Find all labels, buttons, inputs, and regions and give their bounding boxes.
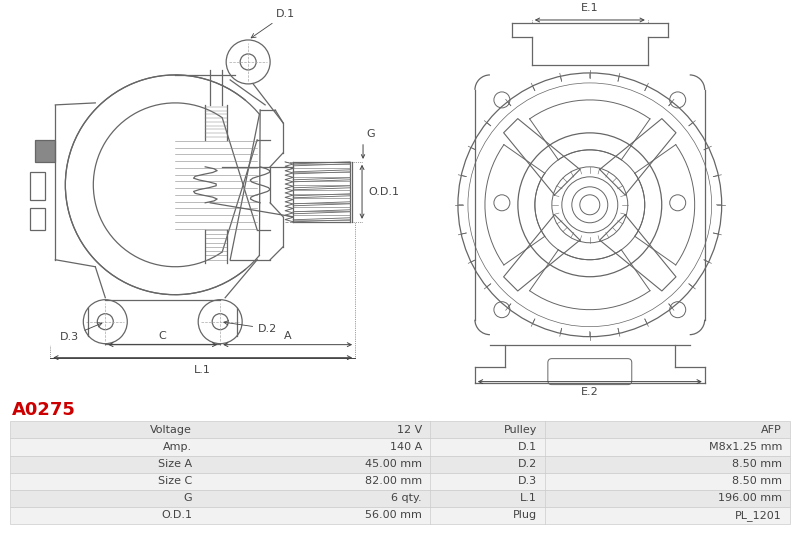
Text: PL_1201: PL_1201 bbox=[735, 510, 782, 521]
Text: C: C bbox=[159, 330, 166, 341]
Text: D.2: D.2 bbox=[224, 321, 278, 334]
FancyArrowPatch shape bbox=[645, 319, 646, 323]
Text: D.2: D.2 bbox=[518, 459, 537, 469]
FancyArrowPatch shape bbox=[618, 77, 619, 82]
Text: 6 qty.: 6 qty. bbox=[391, 493, 422, 503]
Text: O.D.1: O.D.1 bbox=[161, 510, 192, 521]
Text: L.1: L.1 bbox=[194, 364, 210, 375]
Text: D.3: D.3 bbox=[60, 323, 102, 342]
Bar bbox=[10, 456, 790, 472]
FancyArrowPatch shape bbox=[714, 233, 718, 234]
Text: Pulley: Pulley bbox=[504, 425, 537, 435]
FancyArrowPatch shape bbox=[561, 77, 562, 82]
FancyArrowPatch shape bbox=[508, 102, 511, 106]
Text: L.1: L.1 bbox=[520, 493, 537, 503]
FancyArrowPatch shape bbox=[508, 304, 511, 307]
Text: D.3: D.3 bbox=[518, 476, 537, 486]
Text: Size C: Size C bbox=[158, 476, 192, 486]
Text: 8.50 mm: 8.50 mm bbox=[732, 459, 782, 469]
Text: 56.00 mm: 56.00 mm bbox=[365, 510, 422, 521]
Bar bbox=[10, 507, 790, 524]
Bar bbox=[10, 472, 790, 490]
Text: AFP: AFP bbox=[762, 425, 782, 435]
FancyArrowPatch shape bbox=[689, 284, 692, 287]
Text: G: G bbox=[183, 493, 192, 503]
Text: Size A: Size A bbox=[158, 459, 192, 469]
FancyArrowPatch shape bbox=[714, 176, 718, 177]
Text: 140 A: 140 A bbox=[390, 442, 422, 452]
Text: E.1: E.1 bbox=[581, 3, 598, 13]
FancyArrowPatch shape bbox=[472, 260, 476, 262]
FancyArrowPatch shape bbox=[561, 328, 562, 333]
FancyArrowPatch shape bbox=[669, 304, 671, 307]
FancyArrowPatch shape bbox=[487, 123, 490, 126]
Text: A: A bbox=[284, 330, 291, 341]
FancyArrowPatch shape bbox=[533, 319, 535, 323]
Text: 82.00 mm: 82.00 mm bbox=[365, 476, 422, 486]
FancyArrowPatch shape bbox=[704, 260, 708, 262]
Text: D.1: D.1 bbox=[251, 9, 295, 38]
FancyArrowPatch shape bbox=[487, 284, 490, 287]
Text: M8x1.25 mm: M8x1.25 mm bbox=[709, 442, 782, 452]
Bar bbox=[10, 438, 790, 456]
Text: 45.00 mm: 45.00 mm bbox=[365, 459, 422, 469]
Text: E.2: E.2 bbox=[581, 387, 598, 396]
Bar bbox=[30, 208, 46, 230]
Bar bbox=[10, 490, 790, 507]
FancyArrowPatch shape bbox=[645, 87, 646, 91]
FancyArrowPatch shape bbox=[689, 123, 692, 126]
Bar bbox=[30, 172, 46, 200]
Text: G: G bbox=[366, 129, 375, 139]
Text: Amp.: Amp. bbox=[163, 442, 192, 452]
Text: 8.50 mm: 8.50 mm bbox=[732, 476, 782, 486]
Text: 12 V: 12 V bbox=[397, 425, 422, 435]
FancyArrowPatch shape bbox=[533, 87, 535, 91]
FancyArrowPatch shape bbox=[472, 148, 476, 150]
Text: Plug: Plug bbox=[513, 510, 537, 521]
FancyArrowPatch shape bbox=[618, 328, 619, 333]
FancyArrowPatch shape bbox=[669, 102, 671, 106]
FancyArrowPatch shape bbox=[704, 148, 708, 150]
Text: Voltage: Voltage bbox=[150, 425, 192, 435]
Text: O.D.1: O.D.1 bbox=[369, 187, 399, 197]
Text: 196.00 mm: 196.00 mm bbox=[718, 493, 782, 503]
FancyArrowPatch shape bbox=[462, 176, 466, 177]
Bar bbox=[10, 421, 790, 438]
Text: A0275: A0275 bbox=[12, 401, 76, 419]
Text: D.1: D.1 bbox=[518, 442, 537, 452]
Bar bbox=[35, 140, 55, 162]
FancyArrowPatch shape bbox=[462, 233, 466, 234]
